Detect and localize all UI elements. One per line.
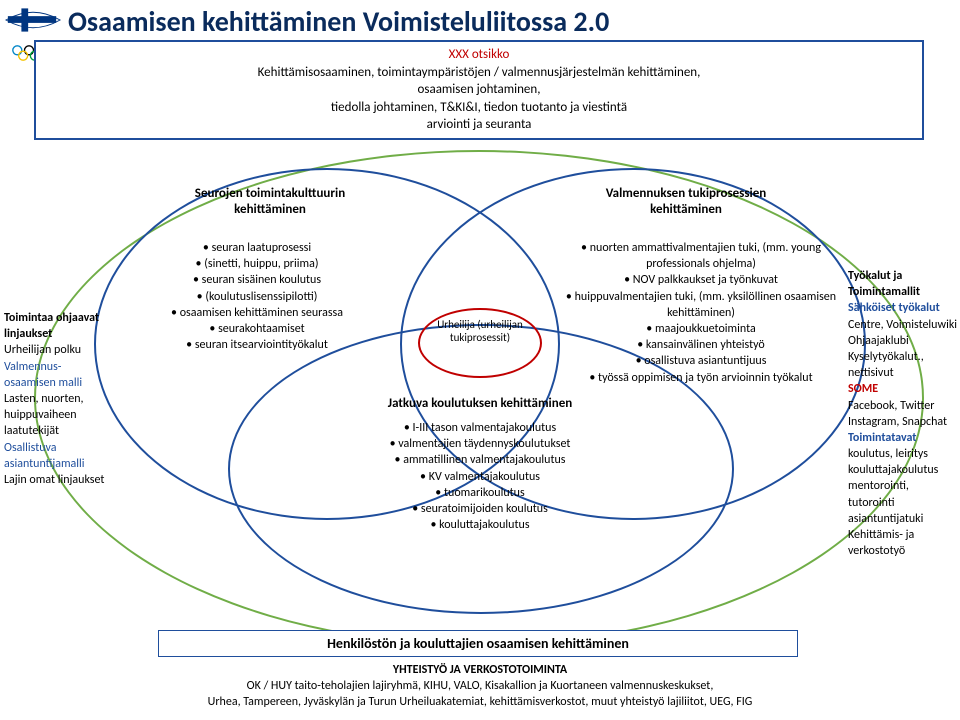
side-item: kouluttajakoulutus — [848, 462, 958, 478]
list-item: tuomarikoulutus — [300, 485, 660, 501]
left-sidebar: Toimintaa ohjaavat linjauksetUrheilijan … — [4, 310, 108, 488]
bottom-items: I-III tason valmentajakoulutusvalmentaji… — [300, 420, 660, 533]
list-item: (koulutuslisenssipilotti) — [92, 289, 422, 305]
list-item: ammatillinen valmentajakoulutus — [300, 452, 660, 468]
list-item: I-III tason valmentajakoulutus — [300, 420, 660, 436]
center-label: Urheilija (urheilijan tukiprosessit) — [422, 318, 538, 344]
xxx-heading: XXX otsikko — [44, 46, 914, 64]
footer-line2: Urhea, Tampereen, Jyväskylän ja Turun Ur… — [60, 694, 900, 710]
side-item: Sähköiset työkalut — [848, 300, 958, 316]
left-circle-title: Seurojen toimintakulttuurin kehittäminen — [160, 186, 380, 217]
list-item: seuran sisäinen koulutus — [92, 272, 422, 288]
list-item: (sinetti, huippu, priima) — [92, 256, 422, 272]
left-items: seuran laatuprosessi(sinetti, huippu, pr… — [92, 240, 422, 353]
side-item: Urheilijan polku — [4, 342, 108, 358]
list-item: NOV palkkaukset ja työnkuvat — [556, 272, 846, 288]
right-items: nuorten ammattivalmentajien tuki, (mm. y… — [556, 240, 846, 386]
side-item: SOME — [848, 381, 958, 397]
list-item: kansainvälinen yhteistyö — [556, 337, 846, 353]
footer-heading: YHTEISTYÖ JA VERKOSTOTOIMINTA — [60, 662, 900, 678]
jk-heading: Jatkuva koulutuksen kehittäminen — [300, 396, 660, 411]
topbox-line4: arviointi ja seuranta — [44, 116, 914, 134]
side-item: Ohjaajaklubi — [848, 333, 958, 349]
side-item: koulutus, leiritys — [848, 446, 958, 462]
side-item: Centre, Voimisteluwiki — [848, 317, 958, 333]
list-item: maajoukkuetoiminta — [556, 321, 846, 337]
list-item: työssä oppimisen ja työn arvioinnin työk… — [556, 370, 846, 386]
list-item: osaamisen kehittäminen seurassa — [92, 305, 422, 321]
topbox-line1: Kehittämisosaaminen, toimintaympäristöje… — [44, 64, 914, 82]
side-item: Osallistuva asiantuntijamalli — [4, 440, 108, 472]
side-item: Lasten, nuorten, huippuvaiheen laatuteki… — [4, 391, 108, 440]
side-item: mentorointi, tutorointi — [848, 478, 958, 510]
staff-box: Henkilöstön ja kouluttajien osaamisen ke… — [158, 630, 798, 657]
list-item: nuorten ammattivalmentajien tuki, (mm. y… — [556, 240, 846, 272]
side-item: Toimintaa ohjaavat linjaukset — [4, 310, 108, 342]
list-item: seurakohtaamiset — [92, 321, 422, 337]
finland-flag-icon — [4, 2, 62, 38]
page-title: Osaamisen kehittäminen Voimisteluliitoss… — [68, 4, 609, 39]
side-item: Kehittämis- ja verkostotyö — [848, 527, 958, 559]
footer: YHTEISTYÖ JA VERKOSTOTOIMINTA OK / HUY t… — [60, 662, 900, 711]
list-item: huippuvalmentajien tuki, (mm. yksilöllin… — [556, 289, 846, 321]
right-circle-title: Valmennuksen tukiprosessien kehittäminen — [576, 186, 796, 217]
side-item: Lajin omat linjaukset — [4, 472, 108, 488]
topbox-line2: osaamisen johtaminen, — [44, 81, 914, 99]
list-item: seuran itsearviointityökalut — [92, 337, 422, 353]
side-item: Toimintatavat — [848, 430, 958, 446]
side-item: Facebook, Twitter Instagram, Snapchat — [848, 398, 958, 430]
list-item: seuratoimijoiden koulutus — [300, 501, 660, 517]
list-item: osallistuva asiantuntijuus — [556, 353, 846, 369]
right-sidebar: Työkalut ja ToimintamallitSähköiset työk… — [848, 268, 958, 559]
footer-line1: OK / HUY taito-teholajien lajiryhmä, KIH… — [60, 678, 900, 694]
topbox-line3: tiedolla johtaminen, T&KI&I, tiedon tuot… — [44, 99, 914, 117]
top-box: XXX otsikko Kehittämisosaaminen, toimint… — [34, 40, 924, 140]
side-item: Valmennus-osaamisen malli — [4, 359, 108, 391]
list-item: KV valmentajakoulutus — [300, 469, 660, 485]
side-item: Työkalut ja Toimintamallit — [848, 268, 958, 300]
side-item: asiantuntijatuki — [848, 511, 958, 527]
list-item: valmentajien täydennyskoulutukset — [300, 436, 660, 452]
list-item: kouluttajakoulutus — [300, 517, 660, 533]
side-item: Kyselytyökalut., nettisivut — [848, 349, 958, 381]
list-item: seuran laatuprosessi — [92, 240, 422, 256]
